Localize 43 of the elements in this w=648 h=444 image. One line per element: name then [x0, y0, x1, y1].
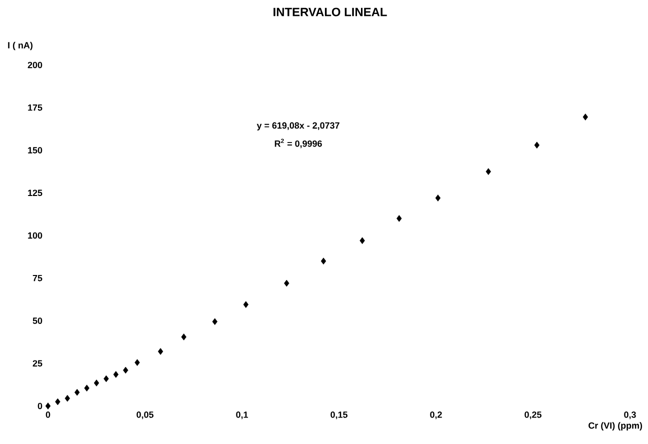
x-tick-label: 0,05: [136, 412, 154, 420]
point: [320, 258, 326, 264]
point: [284, 280, 290, 287]
point: [123, 366, 128, 374]
y-tick-label: 25: [32, 360, 42, 367]
y-tick-label: 100: [28, 232, 42, 239]
point: [396, 215, 402, 222]
point: [158, 348, 164, 355]
x-tick-label: 0,25: [524, 412, 542, 420]
annotation: R$^{2}$ = 0,9996: [274, 138, 322, 148]
y-tick-label: 50: [32, 318, 42, 324]
point: [45, 402, 51, 410]
point: [486, 168, 491, 175]
point: [104, 375, 109, 382]
x-tick-label: 0,2: [430, 412, 442, 420]
y-tick-label: 150: [28, 147, 42, 154]
x-tick-label: 0,15: [330, 412, 348, 420]
point: [360, 237, 365, 244]
x-tick-label: 0,3: [624, 412, 636, 420]
point: [212, 318, 218, 325]
y-tick-label: 0: [38, 402, 42, 410]
point: [534, 142, 540, 149]
point: [582, 114, 588, 120]
y-tick-label: 125: [28, 190, 42, 196]
point: [243, 301, 248, 308]
y-tick-label: 75: [32, 274, 42, 282]
x-tick-label: 0: [46, 412, 50, 418]
y-axis-title: I ( nA): [8, 42, 32, 50]
y-tick-label: 200: [28, 62, 42, 68]
annotation: y = 619,08x - 2,0737: [256, 122, 340, 130]
point: [134, 359, 140, 366]
point: [113, 371, 118, 378]
point: [84, 384, 90, 392]
point: [64, 394, 70, 402]
point: [74, 388, 80, 396]
chart-title: INTERVALO LINEAL: [274, 8, 387, 16]
point: [435, 194, 441, 202]
point: [55, 398, 60, 406]
point: [94, 380, 100, 386]
x-tick-label: 0,1: [236, 412, 248, 420]
y-tick-label: 175: [28, 104, 42, 111]
x-axis-title: Cr (VI) (ppm): [588, 422, 642, 430]
point: [181, 334, 186, 340]
